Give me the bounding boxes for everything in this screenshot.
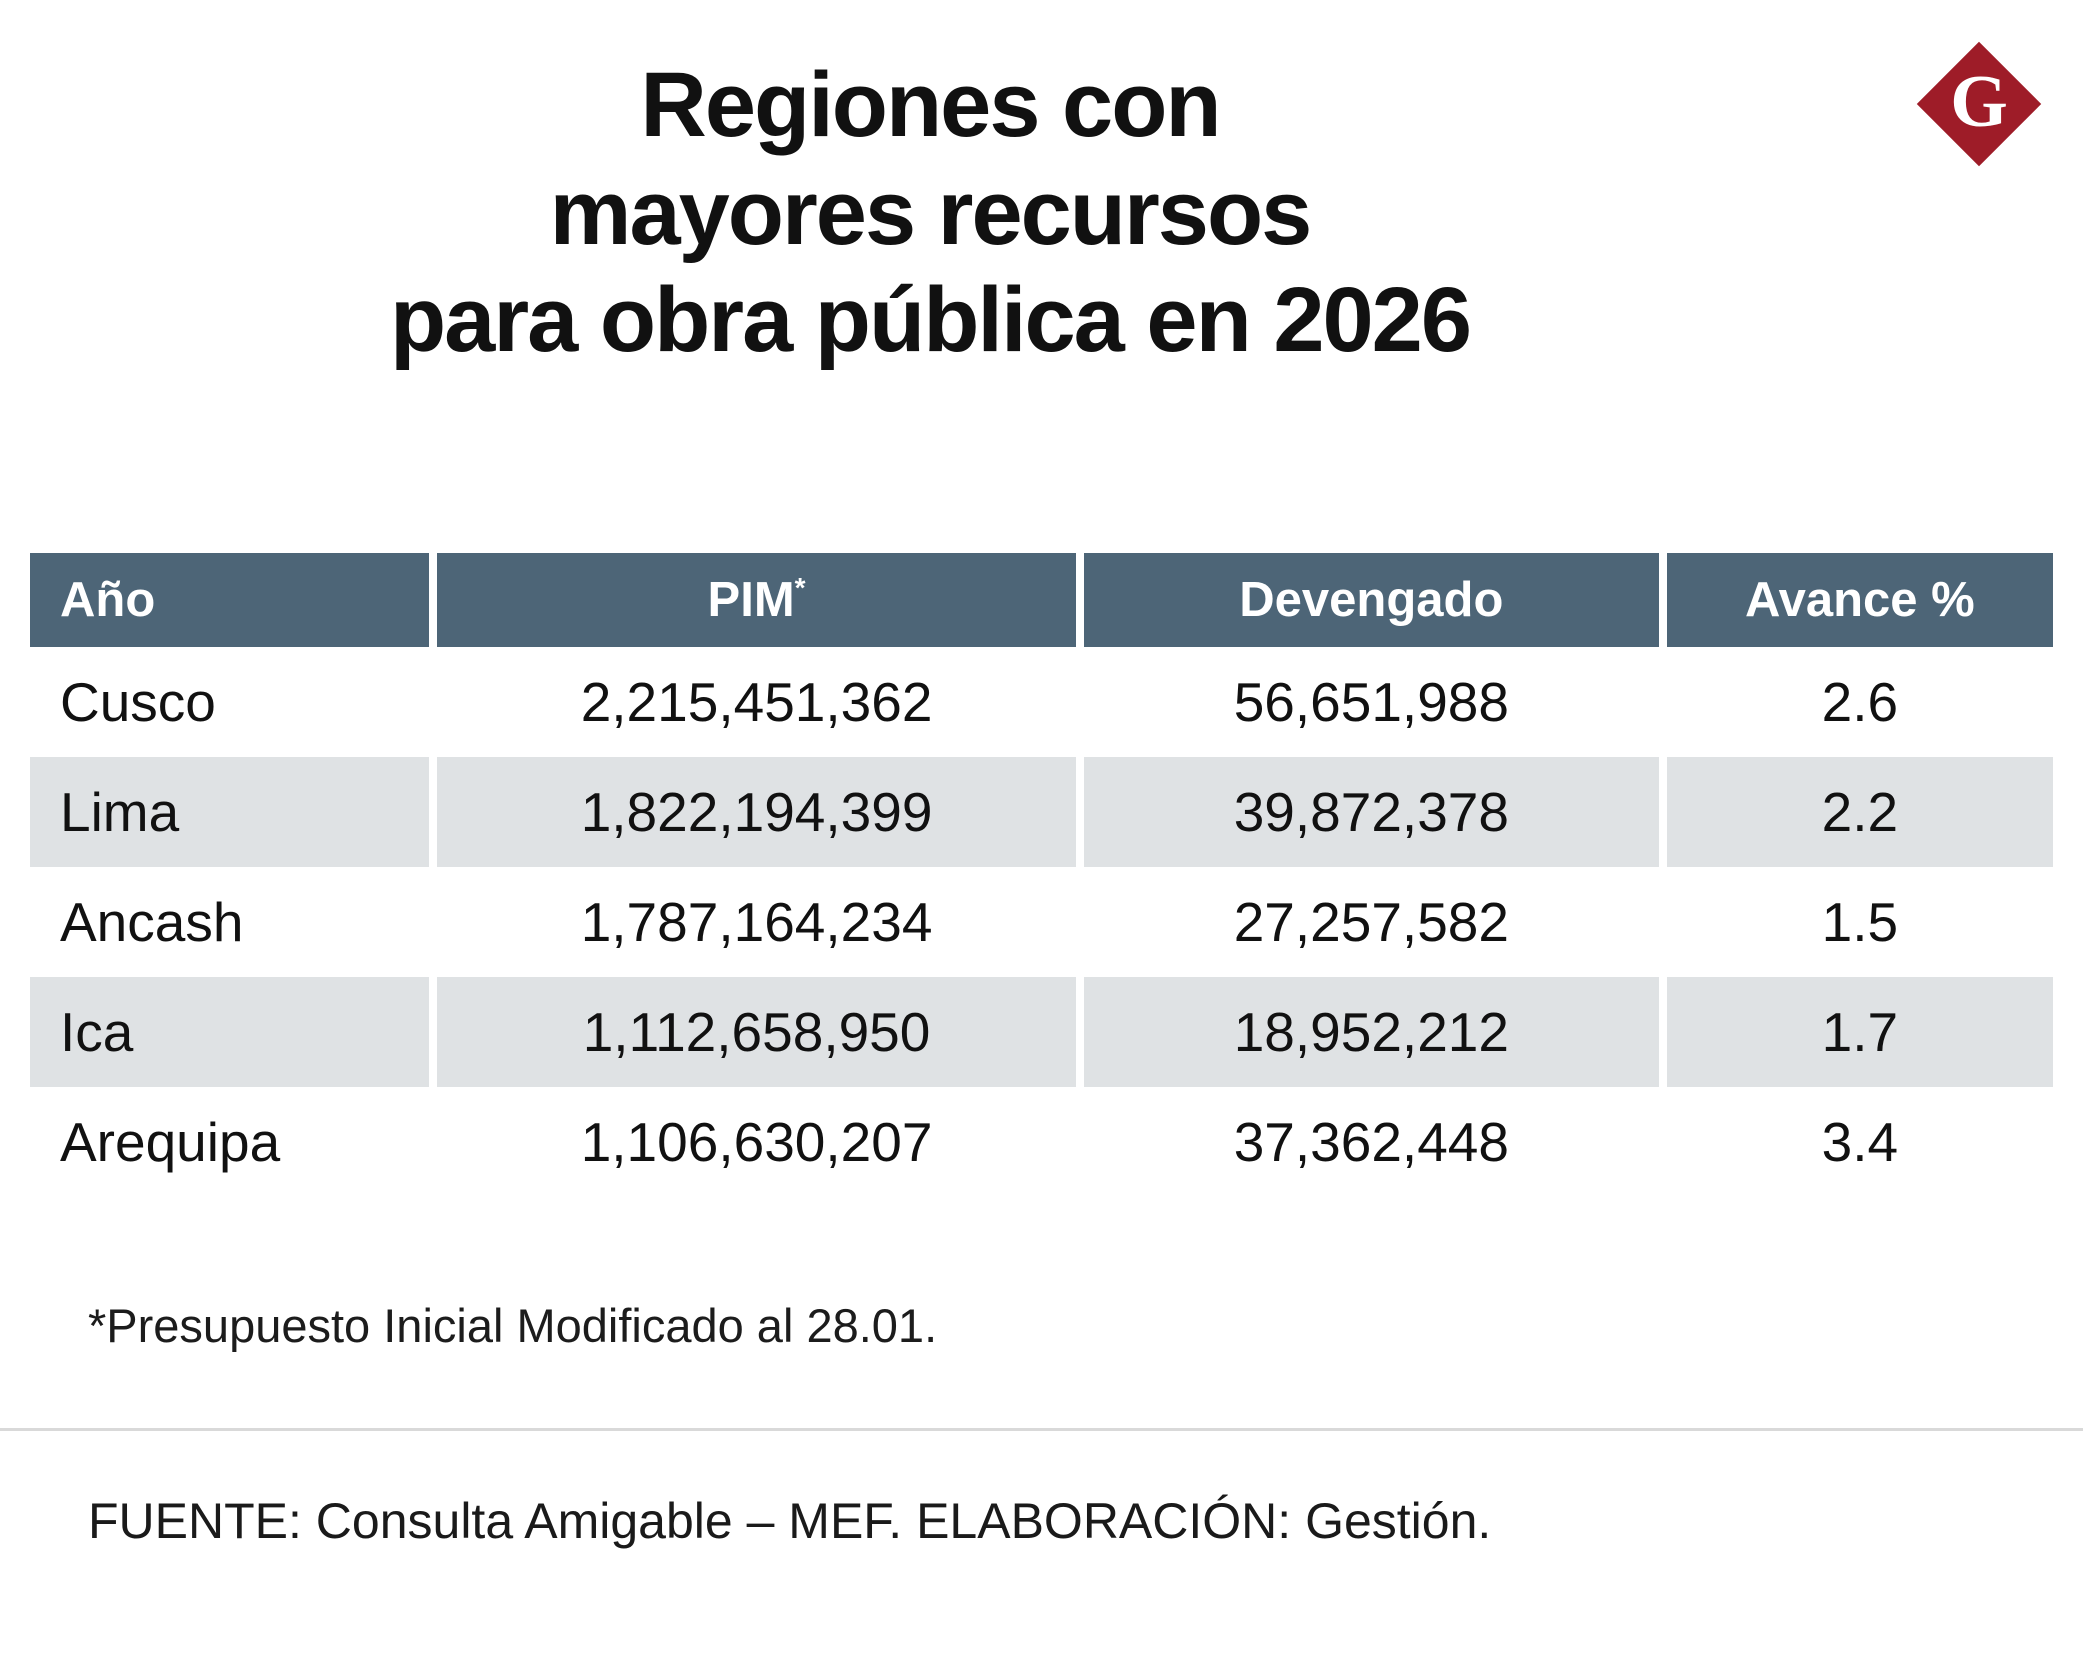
avance-cell: 1.7 — [1666, 977, 2053, 1087]
region-cell: Cusco — [60, 671, 216, 733]
page-title: Regiones con mayores recursos para obra … — [0, 52, 1860, 375]
column-header-ano: Año — [30, 553, 430, 647]
devengado-cell: 27,257,582 — [1233, 891, 1509, 953]
devengado-cell: 37,362,448 — [1233, 1111, 1509, 1173]
column-header-pim: PIM * — [437, 553, 1076, 647]
data-table: Año PIM * Devengado Avance % Cusco 2,215,… — [30, 553, 2053, 1197]
region-cell: Ancash — [60, 891, 244, 953]
pim-cell: 2,215,451,362 — [580, 671, 933, 733]
table-row: Lima 1,822,194,399 39,872,378 2.2 — [30, 757, 2053, 867]
masthead: Regiones con mayores recursos para obra … — [0, 0, 2083, 375]
source-credit: FUENTE: Consulta Amigable – MEF. ELABORA… — [88, 1493, 1492, 1549]
devengado-cell: 39,872,378 — [1083, 757, 1659, 867]
gestion-logo: G — [1917, 42, 2041, 166]
avance-cell: 2.6 — [1821, 671, 1899, 733]
pim-cell: 1,106,630,207 — [580, 1111, 933, 1173]
table-header-row: Año PIM * Devengado Avance % — [30, 553, 2053, 647]
table-row: Arequipa 1,106,630,207 37,362,448 3.4 — [30, 1087, 2053, 1197]
avance-cell: 1.5 — [1821, 891, 1899, 953]
table-row: Ancash 1,787,164,234 27,257,582 1.5 — [30, 867, 2053, 977]
column-header-devengado: Devengado — [1083, 553, 1659, 647]
pim-cell: 1,112,658,950 — [437, 977, 1076, 1087]
column-header-avance: Avance % — [1666, 553, 2053, 647]
devengado-cell: 56,651,988 — [1233, 671, 1509, 733]
logo-diamond-icon: G — [1917, 42, 2041, 166]
avance-cell: 2.2 — [1666, 757, 2053, 867]
table-row: Ica 1,112,658,950 18,952,212 1.7 — [30, 977, 2053, 1087]
divider-line — [0, 1428, 2083, 1431]
table-row: Cusco 2,215,451,362 56,651,988 2.6 — [30, 647, 2053, 757]
region-cell: Lima — [30, 757, 430, 867]
devengado-cell: 18,952,212 — [1083, 977, 1659, 1087]
pim-label: PIM — [707, 573, 795, 627]
pim-cell: 1,787,164,234 — [580, 891, 933, 953]
footnote: *Presupuesto Inicial Modificado al 28.01… — [88, 1299, 938, 1352]
title-line-1: Regiones con — [640, 54, 1221, 156]
title-line-2: mayores recursos — [549, 161, 1313, 264]
pim-cell: 1,822,194,399 — [437, 757, 1076, 867]
region-cell: Ica — [30, 977, 430, 1087]
region-cell: Arequipa — [60, 1111, 281, 1173]
logo-letter: G — [1950, 61, 2008, 143]
title-line-3: para obra pública en 2026 — [389, 269, 1472, 372]
avance-cell: 3.4 — [1821, 1111, 1899, 1173]
